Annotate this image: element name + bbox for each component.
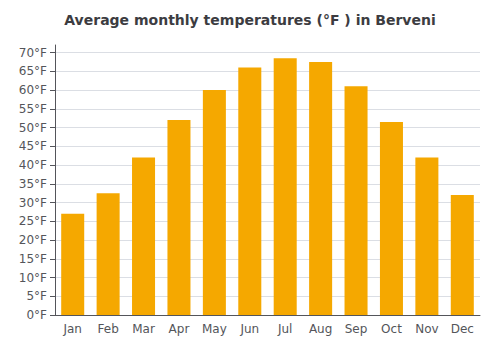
svg-text:45°F: 45°F — [19, 139, 47, 153]
svg-text:65°F: 65°F — [19, 64, 47, 78]
svg-text:Jan: Jan — [62, 322, 82, 336]
svg-text:50°F: 50°F — [19, 121, 47, 135]
svg-text:55°F: 55°F — [19, 102, 47, 116]
svg-text:Average monthly temperatures (: Average monthly temperatures (°F ) in Be… — [64, 12, 435, 28]
svg-text:70°F: 70°F — [19, 46, 47, 60]
svg-text:60°F: 60°F — [19, 83, 47, 97]
svg-text:Jul: Jul — [277, 322, 292, 336]
svg-text:5°F: 5°F — [26, 289, 47, 303]
svg-text:40°F: 40°F — [19, 158, 47, 172]
svg-text:Dec: Dec — [451, 322, 474, 336]
svg-text:35°F: 35°F — [19, 177, 47, 191]
svg-text:Feb: Feb — [98, 322, 119, 336]
svg-text:Jun: Jun — [239, 322, 259, 336]
svg-text:Aug: Aug — [309, 322, 332, 336]
svg-text:Mar: Mar — [132, 322, 155, 336]
svg-text:Sep: Sep — [345, 322, 368, 336]
svg-text:Oct: Oct — [381, 322, 402, 336]
svg-text:Nov: Nov — [415, 322, 438, 336]
svg-text:30°F: 30°F — [19, 196, 47, 210]
svg-text:15°F: 15°F — [19, 252, 47, 266]
svg-text:20°F: 20°F — [19, 233, 47, 247]
svg-text:0°F: 0°F — [26, 308, 47, 322]
svg-text:Apr: Apr — [169, 322, 190, 336]
svg-text:10°F: 10°F — [19, 271, 47, 285]
svg-text:May: May — [202, 322, 227, 336]
svg-text:25°F: 25°F — [19, 214, 47, 228]
